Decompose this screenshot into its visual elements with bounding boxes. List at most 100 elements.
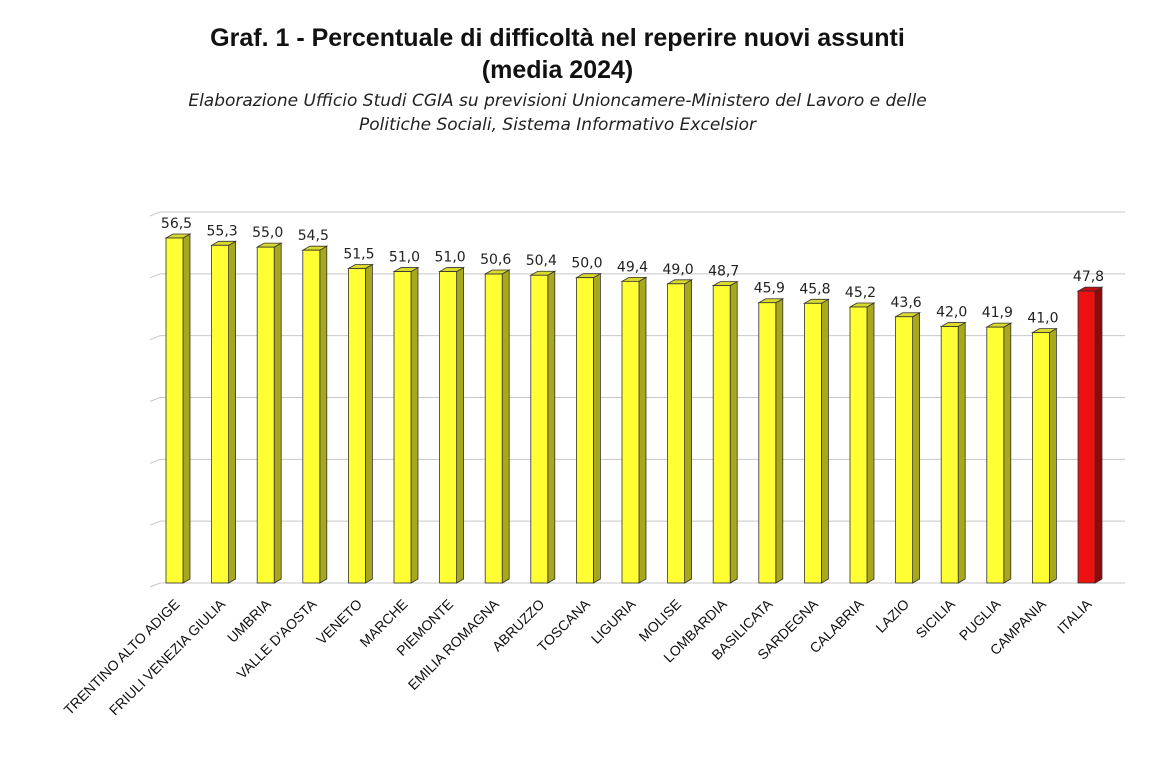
bar-series (164, 233, 1104, 584)
data-label: 51,0 (435, 250, 466, 266)
data-label: 43,6 (891, 295, 922, 311)
bar (985, 322, 1013, 584)
bar-front (804, 302, 822, 584)
bar-side (1049, 327, 1057, 584)
data-label: 55,0 (252, 225, 283, 241)
data-label: 41,9 (982, 305, 1013, 321)
bar (346, 263, 374, 584)
bar-side (1094, 286, 1103, 584)
data-label: 50,4 (526, 253, 557, 269)
category-label: VALLE D'AOSTA (233, 595, 319, 681)
gridline-tick (149, 335, 161, 341)
bar-front (758, 302, 777, 584)
bar-front (621, 280, 640, 584)
bar (438, 266, 466, 584)
data-label: 50,6 (480, 252, 511, 268)
data-label: 45,2 (845, 285, 876, 301)
bar (802, 298, 830, 584)
bar-front (530, 274, 549, 584)
bar (711, 280, 739, 584)
bar (483, 269, 511, 584)
category-label: ITALIA (1054, 595, 1095, 636)
bar (1076, 286, 1104, 584)
bar-front (165, 237, 184, 584)
bar (894, 312, 922, 584)
bar-front (667, 283, 685, 584)
bar-front (256, 246, 275, 584)
category-label: SICILIA (912, 595, 958, 641)
bar (255, 242, 283, 584)
bar-front (712, 285, 731, 584)
bar (848, 302, 876, 584)
data-label: 49,4 (617, 259, 648, 275)
data-label: 41,0 (1027, 311, 1058, 327)
bar (210, 240, 238, 584)
bar-side (228, 240, 237, 584)
bar-side (1003, 322, 1012, 584)
bar-side (182, 233, 191, 584)
bar-side (638, 276, 647, 584)
bar-front (302, 249, 321, 584)
data-label: 51,0 (389, 250, 420, 266)
bar (666, 279, 694, 584)
chart-title: Graf. 1 - Percentuale di difficoltà nel … (210, 24, 905, 52)
bar (301, 245, 329, 584)
bar-side (364, 263, 373, 584)
gridline-tick (149, 458, 161, 464)
gridline-tick (149, 273, 161, 279)
chart-subtitle-line2: Politiche Sociali, Sistema Informativo E… (359, 115, 756, 135)
bar-side (866, 302, 875, 584)
category-label: EMILIA ROMAGNA (405, 595, 503, 693)
chart-title-line2: (media 2024) (481, 56, 634, 84)
data-label: 47,8 (1073, 269, 1104, 285)
data-label: 50,0 (571, 256, 602, 272)
bar-side (273, 242, 282, 584)
bar-side (729, 280, 738, 584)
bar-front (1077, 290, 1096, 584)
bar (939, 321, 967, 584)
data-label: 45,8 (799, 281, 830, 297)
bar-front (895, 316, 913, 584)
bar-front (347, 268, 366, 584)
bar-front (484, 273, 503, 584)
bar (164, 233, 192, 584)
data-label: 49,0 (663, 262, 694, 278)
gridline-tick (149, 211, 161, 217)
gridline-tick (149, 397, 161, 402)
bar-side (684, 279, 692, 584)
data-label: 55,3 (207, 223, 238, 239)
bar-front (393, 271, 412, 584)
bar-side (410, 266, 419, 584)
bar-front (1032, 332, 1050, 584)
category-label: LIGURIA (588, 595, 639, 646)
bar (620, 276, 648, 584)
bar-side (821, 298, 829, 584)
bar-side (319, 245, 328, 584)
bar (757, 298, 785, 584)
bar-side (912, 312, 920, 584)
data-labels: 56,5 55,3 55,0 54,5 51,5 51,0 51,0 50,6 50,4 50,0… (161, 216, 1104, 327)
chart-subtitle: Elaborazione Ufficio Studi CGIA su previ… (188, 91, 927, 111)
bar-side (501, 269, 510, 584)
data-label: 54,5 (298, 228, 329, 244)
gridline-tick (149, 582, 161, 588)
data-label: 48,7 (708, 264, 739, 280)
bar (392, 266, 420, 584)
data-label: 56,5 (161, 216, 192, 232)
bar-front (439, 271, 458, 584)
data-label: 45,9 (754, 281, 785, 297)
bar-front (576, 277, 594, 584)
bar-front (940, 326, 959, 584)
bar (574, 273, 602, 584)
data-label: 51,5 (343, 247, 374, 263)
data-label: 42,0 (936, 305, 967, 321)
category-label: LAZIO (872, 596, 912, 636)
bar-side (957, 321, 966, 584)
bar (529, 270, 557, 584)
bar-front (986, 326, 1005, 584)
bar-side (547, 270, 556, 584)
bar (1030, 327, 1058, 584)
bar-side (593, 273, 601, 584)
